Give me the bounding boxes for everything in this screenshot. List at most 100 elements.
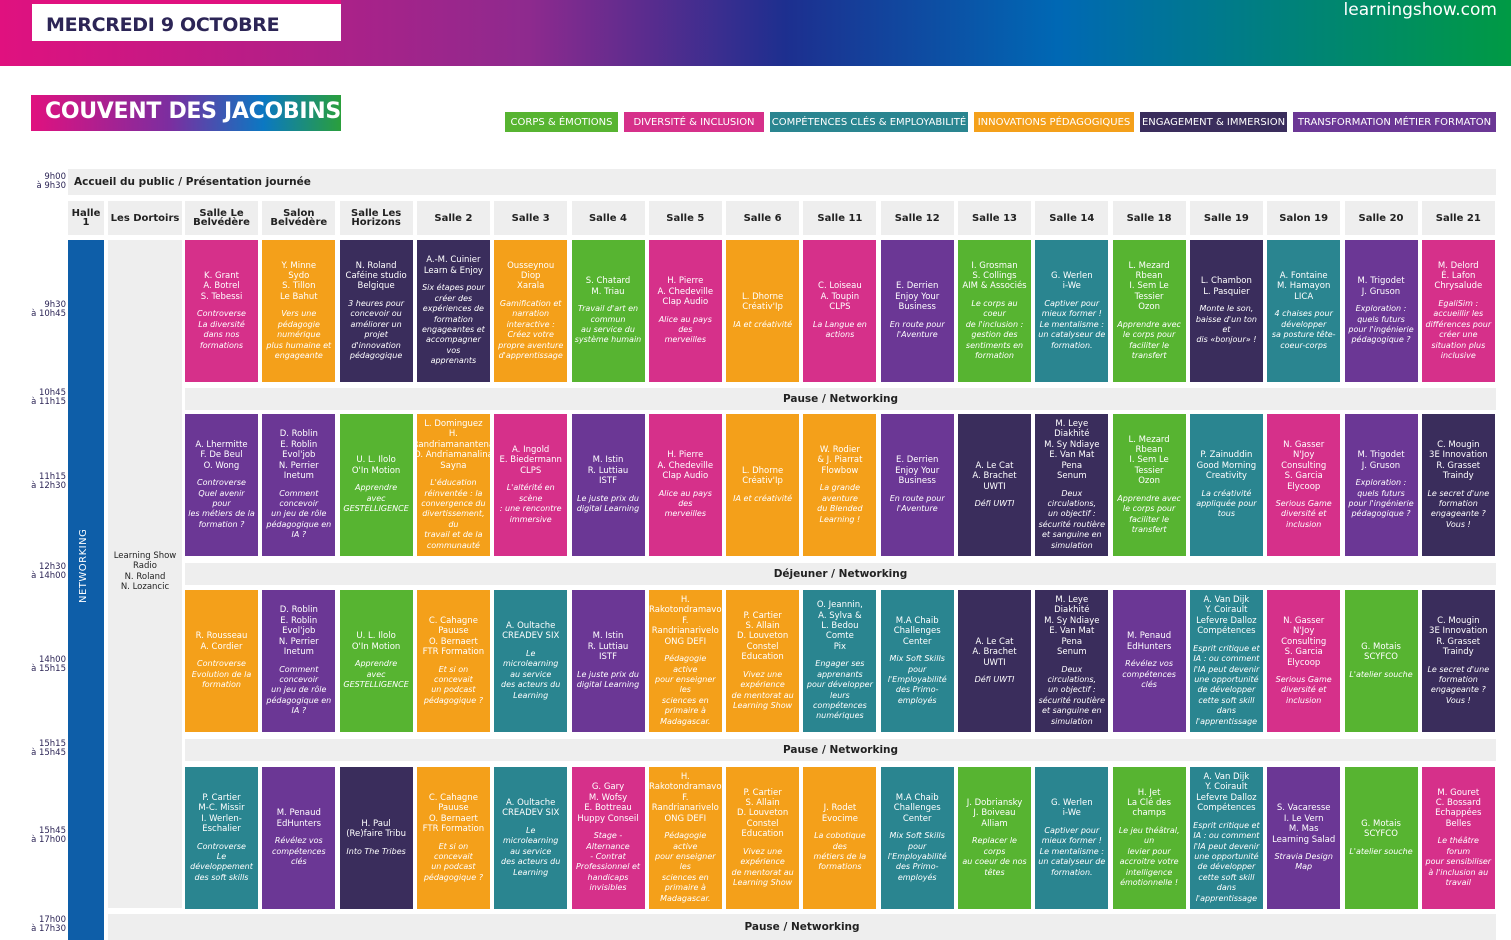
- session-card[interactable]: H. Pierre A. Chedeville Clap Audio Alice au…: [648, 414, 722, 556]
- session-card[interactable]: O. Jeannin, A. Sylva & L. Bedou Comte Pix Eng…: [803, 590, 877, 732]
- session-card[interactable]: C. Mougin 3E Innovation R. Grasset Traindy L…: [1421, 414, 1495, 556]
- session-card[interactable]: M. Penaud EdHunters Révélez vos compétences…: [262, 767, 336, 909]
- session-card[interactable]: A. Van Dijk Y. Coirault Lefevre Dalloz Comp…: [1189, 590, 1263, 732]
- session-card[interactable]: M.A Chaib Challenges Center Mix Soft Skills…: [880, 590, 954, 732]
- session-card[interactable]: D. Roblin E. Roblin Evol'job N. Perrier Inet…: [262, 414, 336, 556]
- session-card[interactable]: M. Delord É. Lafon Chrysalude EgaliSim : acc…: [1421, 240, 1495, 382]
- session-title: Apprendre avec GESTELLIGENCE: [343, 659, 409, 690]
- session-card[interactable]: M. Istin R. Luttiau ISTF Le juste prix du di…: [571, 590, 645, 732]
- session-card[interactable]: A. Van Dijk Y. Coirault Lefevre Dalloz Comp…: [1189, 767, 1263, 909]
- session-title: Deux circulations, un objectif : sécurité …: [1038, 488, 1105, 550]
- room-header: Salle 14: [1035, 201, 1109, 235]
- session-title: La Langue en actions: [812, 319, 867, 340]
- session-title: Le secret d'une formation engageante ? Vous…: [1427, 664, 1490, 705]
- session-card[interactable]: E. Derrien Enjoy Your Business En route pou…: [880, 414, 954, 556]
- session-card[interactable]: K. Grant A. Botrel S. Tebessi Controverse La…: [185, 240, 258, 382]
- session-title: En route pour l'Aventure: [889, 493, 945, 514]
- session-speakers: C. Cahagne Pauuse O. Bernaert FTR Formation: [422, 615, 485, 658]
- session-card[interactable]: M. Leye Diakhité M. Sy Ndiaye E. Van Mat P…: [1035, 414, 1109, 556]
- session-card[interactable]: J. Rodet Evocime La cobotique des métiers d…: [803, 767, 877, 909]
- session-card[interactable]: D. Roblin E. Roblin Evol'job N. Perrier Inet…: [262, 590, 336, 732]
- session-card[interactable]: C. Cahagne Pauuse O. Bernaert FTR Formation…: [416, 767, 490, 909]
- session-card[interactable]: M.A Chaib Challenges Center Mix Soft Skills…: [880, 767, 954, 909]
- session-card[interactable]: A. Le Cat A. Brachet UWTI Défi UWTI: [958, 414, 1031, 556]
- session-speakers: G. Gary M. Wofsy E. Bottreau Huppy Conseil: [577, 782, 639, 824]
- session-title: Le juste prix du digital Learning: [576, 669, 640, 690]
- session-card[interactable]: H. Pierre A. Chedeville Clap Audio Alice au…: [648, 240, 722, 382]
- session-card[interactable]: L. Dhorne Créativ'Ip IA et créativité: [726, 414, 800, 556]
- session-card[interactable]: P. Zainuddin Good Morning Creativity La cré…: [1189, 414, 1263, 556]
- session-card[interactable]: S. Vacaresse I. Le Vern M. Mas Learning Sal…: [1267, 767, 1341, 909]
- session-card[interactable]: E. Derrien Enjoy Your Business En route pou…: [880, 240, 954, 382]
- session-card[interactable]: C. Cahagne Pauuse O. Bernaert FTR Formation…: [416, 590, 490, 732]
- site-url[interactable]: learningshow.com: [1343, 0, 1497, 20]
- session-card[interactable]: L. Mezard Rbean I. Sem Le Tessier Ozon Appren…: [1112, 240, 1186, 382]
- session-card[interactable]: C. Mougin 3E Innovation R. Grasset Traindy L…: [1421, 590, 1495, 732]
- session-card[interactable]: J. Dobriansky J. Boiveau Alliam Replacer le…: [958, 767, 1031, 909]
- session-title: La grande aventure du Blended Learning !: [817, 483, 863, 524]
- session-card[interactable]: G. Gary M. Wofsy E. Bottreau Huppy Conseil S…: [571, 767, 645, 909]
- session-card[interactable]: A. Fontaine M. Hamayon LICA 4 chaises pour d…: [1267, 240, 1341, 382]
- session-card[interactable]: A. Oultache CREADEV SIX Le microlearning au…: [494, 767, 568, 909]
- session-title: Comment concevoir un jeu de rôle pédagogiqu…: [266, 488, 332, 540]
- session-card[interactable]: A. Le Cat A. Brachet UWTI Défi UWTI: [958, 590, 1031, 732]
- session-card[interactable]: H. Rakotondramavo F. Randrianarivelo ONG DEF…: [648, 590, 722, 732]
- session-card[interactable]: N. Gasser N'Joy Consulting S. Garcia Elycoo…: [1267, 414, 1341, 556]
- lunch-band: Déjeuner / Networking: [185, 563, 1496, 585]
- session-card[interactable]: H. Jet La Clé des champs Le jeu théâtral, u…: [1112, 767, 1186, 909]
- session-card[interactable]: W. Rodier & J. Piarrat Flowbow La grande ave…: [803, 414, 877, 556]
- session-speakers: E. Derrien Enjoy Your Business: [895, 455, 940, 487]
- session-card[interactable]: N. Gasser N'Joy Consulting S. Garcia Elycoo…: [1267, 590, 1341, 732]
- session-title: Controverse Quel avenir pour les métiers d…: [188, 478, 255, 529]
- session-card[interactable]: M. Leye Diakhité M. Sy Ndiaye E. Van Mat P…: [1035, 590, 1109, 732]
- session-card[interactable]: U. L. Ilolo O'In Motion Apprendre avec GESTE…: [339, 414, 413, 556]
- networking-label: NETWORKING: [78, 528, 89, 603]
- session-card[interactable]: G. Werlen i-We Captiver pour mieux former !…: [1035, 240, 1109, 382]
- session-card[interactable]: M. Trigodet J. Gruson Exploration : quels f…: [1344, 414, 1418, 556]
- session-card[interactable]: M. Istin R. Luttiau ISTF Le juste prix du di…: [571, 414, 645, 556]
- session-card[interactable]: H. Paul (Re)faire Tribu Into The Tribes: [339, 767, 413, 909]
- session-title: Le corps au coeur de l'inclusion : gestion…: [965, 298, 1024, 360]
- session-card[interactable]: S. Chatard M. Triau Travail d'art en commun…: [571, 240, 645, 382]
- session-title: Gamification et narration interactive : Cré…: [498, 298, 564, 360]
- session-speakers: M.A Chaib Challenges Center: [893, 792, 941, 824]
- session-card[interactable]: P. Cartier S. Allain D. Louveton Constel Edu…: [726, 590, 800, 732]
- session-card[interactable]: L. Dhorne Créativ'Ip IA et créativité: [726, 240, 800, 382]
- session-card[interactable]: L. Mezard Rbean I. Sem Le Tessier Ozon Appren…: [1112, 414, 1186, 556]
- session-card[interactable]: A. Oultache CREADEV SIX Le microlearning au…: [494, 590, 568, 732]
- session-card[interactable]: I. Grosman S. Collings AIM & Associés Le co…: [958, 240, 1031, 382]
- time-slot: 9h30 à 10h45: [31, 300, 66, 319]
- room-header: Salon 19: [1267, 201, 1341, 235]
- room-header: Salle 11: [803, 201, 877, 235]
- session-card[interactable]: R. Rousseau A. Cordier Controverse Evolutio…: [185, 590, 258, 732]
- session-card[interactable]: Y. Minne Sydo S. Tillon Le Bahut Vers une péd…: [262, 240, 336, 382]
- session-card[interactable]: C. Loiseau A. Toupin CLPS La Langue en actio…: [803, 240, 877, 382]
- session-card[interactable]: M. Gouret C. Bossard Echappées Belles Le th…: [1421, 767, 1495, 909]
- session-card[interactable]: G. Motais SCYFCO L'atelier souche: [1344, 767, 1418, 909]
- session-speakers: R. Rousseau A. Cordier: [195, 631, 248, 652]
- session-title: Et si on concevait un podcast pédagogique …: [423, 664, 483, 705]
- session-card[interactable]: G. Motais SCYFCO L'atelier souche: [1344, 590, 1418, 732]
- session-title: Controverse Evolution de la formation: [191, 659, 252, 690]
- session-card[interactable]: A.-M. Cuinier Learn & Enjoy Six étapes pou…: [416, 240, 490, 382]
- session-speakers: P. Cartier S. Allain D. Louveton Constel Edu…: [736, 610, 789, 663]
- session-card[interactable]: M. Trigodet J. Gruson Exploration : quels f…: [1344, 240, 1418, 382]
- session-card[interactable]: L. Chambon L. Pasquier Monte le son, baisse…: [1189, 240, 1263, 382]
- session-card[interactable]: H. Rakotondramavo F. Randrianarivelo ONG DEF…: [648, 767, 722, 909]
- session-card[interactable]: P. Cartier S. Allain D. Louveton Constel Edu…: [726, 767, 800, 909]
- legend-diversite-inclusion: DIVERSITÉ & INCLUSION: [624, 112, 764, 132]
- session-card[interactable]: U. L. Ilolo O'In Motion Apprendre avec GESTE…: [339, 590, 413, 732]
- session-card[interactable]: Ousseynou Diop Xarala Gamification et narra…: [494, 240, 568, 382]
- session-card[interactable]: M. Penaud EdHunters Révélez vos compétences…: [1112, 590, 1186, 732]
- session-card[interactable]: N. Roland Caféine studio Belgique 3 heures …: [339, 240, 413, 382]
- session-card[interactable]: G. Werlen i-We Captiver pour mieux former !…: [1035, 767, 1109, 909]
- session-title: Apprendre avec le corps pour faciliter le t…: [1117, 493, 1181, 534]
- session-card[interactable]: A. Ingold E. Biedermann CLPS L'altérité en …: [494, 414, 568, 556]
- session-title: Vivez une expérience de mentorat au Learnin…: [731, 669, 794, 710]
- session-card[interactable]: P. Cartier M-C. Missir I. Werlen- Eschalier…: [185, 767, 258, 909]
- session-card[interactable]: A. Lhermitte F. De Beul O. Wong Controverse…: [185, 414, 258, 556]
- session-speakers: H. Pierre A. Chedeville Clap Audio: [657, 450, 714, 482]
- session-speakers: K. Grant A. Botrel S. Tebessi: [200, 271, 243, 302]
- session-speakers: U. L. Ilolo O'In Motion: [351, 631, 401, 652]
